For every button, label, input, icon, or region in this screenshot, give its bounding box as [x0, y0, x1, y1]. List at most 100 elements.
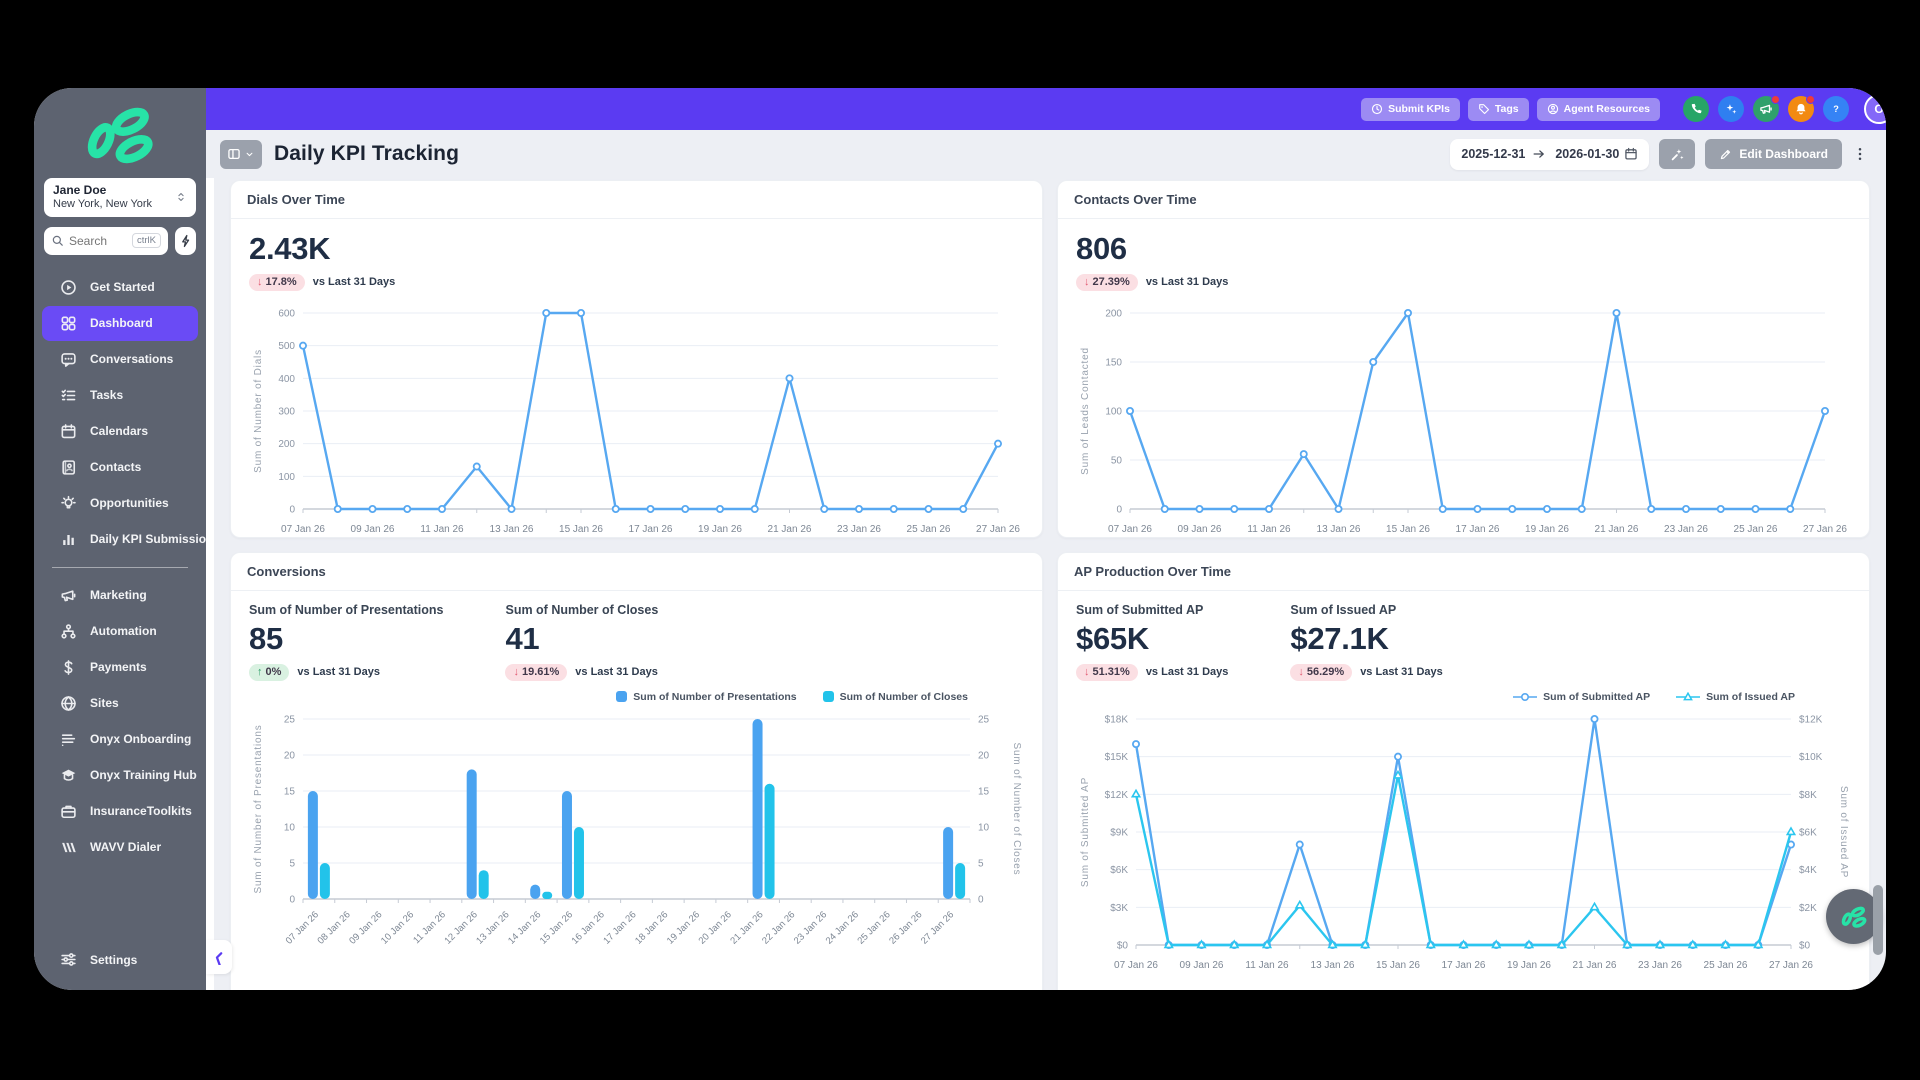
legend-item-sum-of-submitted-ap[interactable]: Sum of Submitted AP — [1513, 691, 1650, 703]
chart-ap-production-over-time: $0 $3K $6K $9K $12K $15K $18K $0 $2K $4K $6K $8K $10… — [1080, 714, 1849, 971]
sidebar-item-automation[interactable]: Automation — [42, 614, 198, 649]
user-avatar[interactable]: O — [1864, 94, 1886, 124]
arrow-down-icon: ↓ — [1298, 666, 1304, 679]
dollar-icon — [64, 659, 73, 675]
submit-kpis-button[interactable]: Submit KPIs — [1361, 97, 1460, 121]
sidebar-item-insurancetoolkits[interactable]: InsuranceToolkits — [42, 794, 198, 829]
sidebar-item-label: Onyx Onboarding — [90, 732, 192, 747]
svg-text:10 Jan 26: 10 Jan 26 — [379, 909, 416, 946]
card-dials-over-time: Dials Over Time 2.43K ↓ 17.8% vs Last 31 Day… — [230, 180, 1043, 538]
comparison-caption: vs Last 31 Days — [312, 276, 396, 289]
sidebar-item-tasks[interactable]: Tasks — [42, 378, 198, 413]
svg-text:$4K: $4K — [1799, 865, 1817, 876]
automation-icon — [61, 623, 76, 639]
svg-text:$0: $0 — [1117, 940, 1129, 951]
sparkles-button[interactable] — [1718, 96, 1744, 122]
sidebar-item-get-started[interactable]: Get Started — [42, 270, 198, 305]
sidebar-item-dashboard[interactable]: Dashboard — [42, 305, 198, 341]
bulb-icon — [61, 495, 76, 509]
sidebar-item-onyx-training-hub[interactable]: Onyx Training Hub — [42, 758, 198, 793]
svg-text:$0: $0 — [1799, 940, 1811, 951]
sidebar-nav: Get Started Dashboard Conversations Tasks Ca… — [34, 265, 206, 941]
metric-label: Sum of Number of Presentations — [249, 603, 444, 617]
agent-resources-button[interactable]: Agent Resources — [1536, 97, 1660, 121]
edit-dashboard-button[interactable]: Edit Dashboard — [1705, 139, 1842, 169]
search-input[interactable] — [69, 233, 127, 248]
tags-button[interactable]: Tags — [1467, 97, 1529, 121]
svg-text:27 Jan 26: 27 Jan 26 — [1803, 524, 1847, 535]
megaphone-button[interactable] — [1753, 95, 1780, 122]
contacts-icon — [62, 460, 76, 475]
date-range-picker[interactable]: 2025-12-31 2026-01-30 — [1450, 138, 1650, 170]
svg-text:$8K: $8K — [1799, 789, 1817, 800]
search-box[interactable]: ctrlK — [44, 226, 168, 255]
bell-icon — [1796, 103, 1806, 115]
training-icon — [61, 769, 76, 781]
svg-text:$2K: $2K — [1799, 902, 1817, 913]
sidebar-item-wavv-dialer[interactable]: WAVV Dialer — [42, 830, 198, 865]
chevron-left-icon — [215, 951, 222, 965]
question-button[interactable]: ? — [1823, 96, 1849, 122]
sidebar-item-marketing[interactable]: Marketing — [42, 578, 198, 613]
legend-label: Sum of Issued AP — [1706, 690, 1795, 703]
location-switcher[interactable]: Jane Doe New York, New York — [44, 178, 196, 217]
svg-text:$18K: $18K — [1105, 714, 1129, 725]
legend-swatch — [822, 691, 834, 703]
chevron-updown-icon — [178, 193, 184, 202]
more-options-button[interactable] — [1852, 144, 1870, 164]
svg-text:25 Jan 26: 25 Jan 26 — [855, 909, 892, 946]
sidebar-item-label: InsuranceToolkits — [90, 804, 192, 819]
svg-text:$9K: $9K — [1110, 827, 1128, 838]
svg-text:11 Jan 26: 11 Jan 26 — [1247, 524, 1291, 535]
chart-legend: Sum of Number of Presentations Sum of Num… — [249, 681, 1024, 703]
svg-text:$3K: $3K — [1110, 902, 1128, 913]
sidebar-item-conversations[interactable]: Conversations — [42, 342, 198, 377]
svg-text:400: 400 — [278, 373, 295, 384]
comparison-caption: vs Last 31 Days — [1360, 666, 1443, 679]
chart-contacts-over-time: 0 50 100 150 200 Sum of Leads Contacted 07 Jan… — [1080, 308, 1847, 535]
legend-item-sum-of-number-of-presentations[interactable]: Sum of Number of Presentations — [616, 691, 797, 703]
svg-text:25 Jan 26: 25 Jan 26 — [907, 524, 951, 535]
sidebar-item-calendars[interactable]: Calendars — [42, 414, 198, 449]
top-bar-pill-buttons: Submit KPIs Tags Agent Resources — [1361, 97, 1660, 121]
svg-text:17 Jan 26: 17 Jan 26 — [1456, 524, 1500, 535]
sidebar-item-onyx-onboarding[interactable]: Onyx Onboarding — [42, 722, 198, 757]
svg-text:0: 0 — [289, 504, 295, 515]
svg-text:15 Jan 26: 15 Jan 26 — [559, 524, 603, 535]
sidebar-item-daily-kpi-submissions[interactable]: Daily KPI Submissions — [42, 522, 206, 557]
page-scrollbar[interactable] — [1873, 885, 1883, 955]
floating-brand-button[interactable] — [1826, 889, 1881, 944]
page-header: Daily KPI Tracking 2025-12-31 2026-01-30 — [206, 130, 1886, 178]
sidebar-item-opportunities[interactable]: Opportunities — [42, 486, 198, 521]
kebab-menu-icon — [1858, 147, 1862, 161]
card-conversions: Conversions Sum of Number of Presentation… — [230, 552, 1043, 990]
svg-text:600: 600 — [278, 308, 295, 319]
sidebar-item-label: Tasks — [90, 388, 124, 403]
svg-text:Sum of Number of Closes: Sum of Number of Closes — [1011, 742, 1022, 875]
svg-text:22 Jan 26: 22 Jan 26 — [760, 909, 797, 946]
sidebar-collapse-button[interactable] — [206, 940, 232, 974]
sidebar-item-payments[interactable]: Payments — [42, 650, 198, 685]
sidebar-item-label: Calendars — [90, 424, 149, 439]
sidebar-item-contacts[interactable]: Contacts — [42, 450, 198, 485]
svg-text:100: 100 — [278, 471, 295, 482]
legend-marker — [1676, 691, 1701, 700]
dashboard-layout-button[interactable] — [220, 139, 262, 169]
svg-text:15 Jan 26: 15 Jan 26 — [1376, 960, 1420, 971]
legend-item-sum-of-issued-ap[interactable]: Sum of Issued AP — [1676, 691, 1795, 703]
quick-actions-button[interactable] — [175, 226, 196, 255]
metric-label: Sum of Number of Closes — [505, 603, 659, 617]
svg-text:23 Jan 26: 23 Jan 26 — [1664, 524, 1708, 535]
sidebar-item-sites[interactable]: Sites — [42, 686, 198, 721]
svg-text:21 Jan 26: 21 Jan 26 — [1573, 960, 1617, 971]
phone-icon — [1691, 103, 1702, 114]
svg-text:20 Jan 26: 20 Jan 26 — [697, 909, 734, 946]
sidebar-item-settings[interactable]: Settings — [42, 942, 198, 977]
arrow-up-icon: ↑ — [257, 666, 263, 679]
legend-item-sum-of-number-of-closes[interactable]: Sum of Number of Closes — [822, 691, 968, 703]
metric-contacts-over-time: 806 ↓ 27.39% vs Last 31 Days — [1076, 231, 1228, 291]
bell-button[interactable] — [1788, 95, 1815, 122]
phone-button[interactable] — [1683, 96, 1709, 122]
svg-text:Sum of Leads Contacted: Sum of Leads Contacted — [1080, 347, 1091, 475]
ai-wand-button[interactable] — [1659, 139, 1696, 169]
